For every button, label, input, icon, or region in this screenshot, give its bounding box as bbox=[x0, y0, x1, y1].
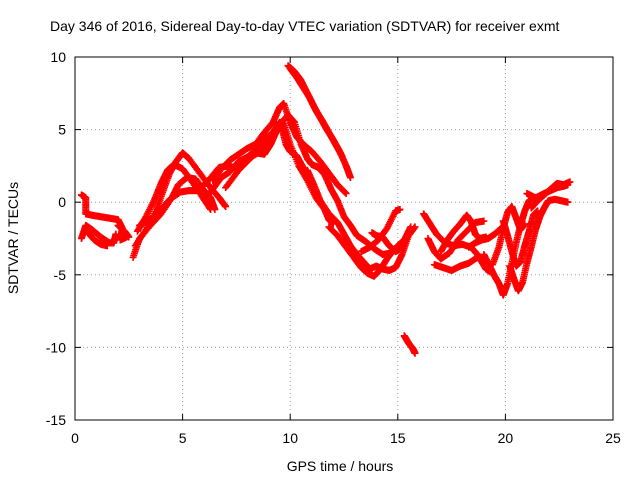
data-point bbox=[396, 205, 404, 213]
x-axis-label: GPS time / hours bbox=[287, 458, 394, 474]
y-tick-label: 10 bbox=[50, 49, 66, 65]
series-track-18 bbox=[400, 332, 419, 357]
data-point bbox=[521, 220, 529, 228]
series-track-13 bbox=[286, 65, 346, 160]
y-tick-label: -15 bbox=[46, 412, 66, 428]
chart-title: Day 346 of 2016, Sidereal Day-to-day VTE… bbox=[50, 18, 559, 34]
data-point bbox=[338, 152, 346, 160]
x-tick-label: 20 bbox=[498, 430, 514, 446]
y-tick-label: 0 bbox=[58, 194, 66, 210]
data-point bbox=[402, 235, 410, 242]
x-tick-label: 25 bbox=[605, 430, 621, 446]
data-point bbox=[207, 205, 215, 213]
series-track-21 bbox=[430, 253, 481, 274]
series-track-7 bbox=[133, 160, 215, 235]
y-tick-label: 5 bbox=[58, 122, 66, 138]
series-track-20 bbox=[424, 217, 488, 263]
data-point bbox=[125, 233, 133, 241]
data-point bbox=[206, 204, 214, 212]
data-points bbox=[77, 62, 574, 357]
series-track-3 bbox=[84, 229, 111, 250]
data-point bbox=[222, 203, 230, 211]
data-point bbox=[103, 242, 111, 250]
plot-frame bbox=[74, 56, 614, 421]
data-point bbox=[411, 223, 419, 231]
series-track-29 bbox=[527, 178, 574, 212]
data-point bbox=[473, 253, 481, 261]
series-track-2 bbox=[77, 221, 120, 247]
data-point bbox=[112, 230, 120, 238]
data-point bbox=[411, 349, 419, 357]
series-track-15 bbox=[325, 223, 404, 280]
y-tick-label: -5 bbox=[54, 267, 67, 283]
x-tick-label: 0 bbox=[71, 430, 79, 446]
series-track-27 bbox=[506, 195, 572, 295]
data-point bbox=[341, 189, 349, 197]
data-point bbox=[346, 174, 354, 182]
series-track-23 bbox=[465, 224, 505, 251]
series-track-4 bbox=[114, 221, 133, 241]
x-tick-label: 15 bbox=[390, 430, 406, 446]
axis-ticks bbox=[74, 56, 614, 421]
data-point bbox=[342, 189, 350, 197]
x-tick-label: 5 bbox=[179, 430, 187, 446]
data-point bbox=[564, 198, 572, 206]
data-point bbox=[480, 217, 488, 225]
tick-labels: 0 5 10 15 20 25 -15 -10 -5 0 5 10 bbox=[46, 49, 621, 446]
x-tick-label: 10 bbox=[282, 430, 298, 446]
data-point bbox=[566, 178, 574, 186]
series-track-11 bbox=[222, 111, 415, 258]
y-axis-label: SDTVAR / TECUs bbox=[5, 182, 21, 294]
series-track-17 bbox=[368, 229, 410, 256]
y-tick-label: -10 bbox=[46, 339, 66, 355]
series-track-14 bbox=[303, 166, 419, 274]
